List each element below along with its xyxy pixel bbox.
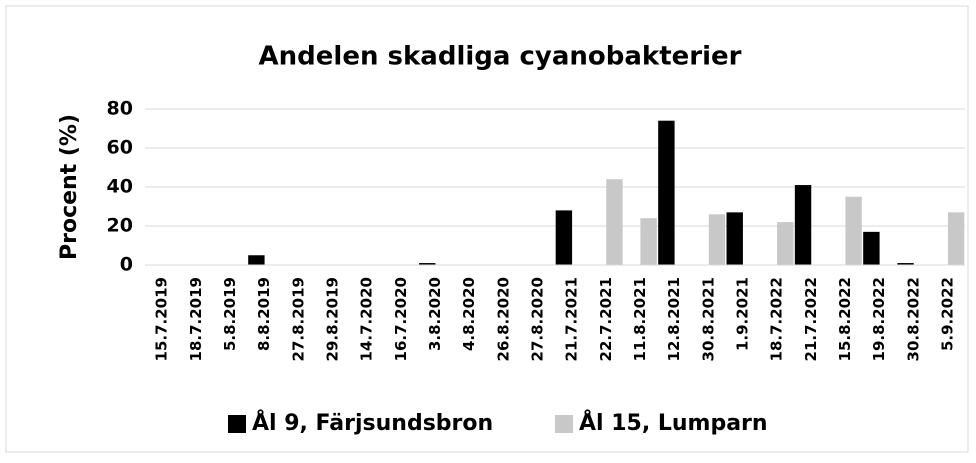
- x-tick-label: 29.8.2019: [323, 277, 341, 361]
- x-tick-label: 12.8.2021: [665, 277, 683, 361]
- x-tick-label: 5.8.2019: [221, 277, 239, 351]
- y-axis-label: Procent (%): [57, 114, 82, 260]
- bar: [248, 255, 265, 265]
- chart-title: Andelen skadliga cyanobakterier: [259, 42, 742, 72]
- x-tick-label: 14.7.2020: [358, 277, 376, 361]
- x-tick-label: 19.8.2022: [870, 277, 888, 361]
- legend-label: Ål 9, Färjsundsbron: [252, 410, 493, 436]
- x-tick-label: 18.7.2019: [187, 277, 205, 361]
- x-tick-label: 30.8.2021: [699, 277, 717, 361]
- bar: [640, 218, 657, 265]
- y-tick-label: 60: [107, 137, 133, 159]
- x-tick-label: 22.7.2021: [597, 277, 615, 361]
- bar: [794, 185, 812, 265]
- bar: [555, 210, 573, 265]
- x-tick-label: 15.8.2022: [836, 277, 854, 361]
- legend-swatch: [555, 415, 573, 433]
- x-tick-label: 4.8.2020: [460, 277, 478, 351]
- x-tick-label: 1.9.2021: [733, 277, 751, 351]
- x-tick-label: 27.8.2020: [528, 277, 546, 361]
- x-tick-label: 21.7.2021: [563, 277, 581, 361]
- x-tick-label: 30.8.2022: [904, 277, 922, 361]
- x-tick-label: 11.8.2021: [631, 277, 649, 361]
- bar: [419, 263, 436, 265]
- chart-frame: [5, 5, 969, 453]
- bar: [777, 222, 794, 265]
- x-tick-label: 16.7.2020: [392, 277, 410, 361]
- x-tick-label: 5.9.2022: [938, 277, 956, 351]
- x-tick-label: 27.8.2019: [289, 277, 307, 361]
- x-tick-label: 18.7.2022: [768, 277, 786, 361]
- y-tick-label: 80: [107, 98, 133, 120]
- bar: [845, 196, 862, 265]
- bar: [708, 214, 726, 265]
- y-tick-label: 20: [107, 215, 133, 237]
- bar: [606, 179, 623, 265]
- x-tick-label: 8.8.2019: [255, 277, 273, 351]
- x-tick-label: 15.7.2019: [153, 277, 171, 361]
- bar: [947, 212, 965, 265]
- legend-label: Ål 15, Lumparn: [579, 410, 768, 436]
- x-tick-label: 26.8.2020: [494, 277, 512, 361]
- x-tick-label: 3.8.2020: [426, 277, 444, 351]
- bar: [726, 212, 743, 265]
- bar: [658, 120, 675, 265]
- bar: [897, 263, 914, 265]
- y-tick-label: 40: [107, 176, 133, 198]
- y-tick-label: 0: [120, 254, 133, 276]
- legend-swatch: [228, 415, 246, 433]
- bar: [863, 231, 880, 265]
- x-tick-label: 21.7.2022: [802, 277, 820, 361]
